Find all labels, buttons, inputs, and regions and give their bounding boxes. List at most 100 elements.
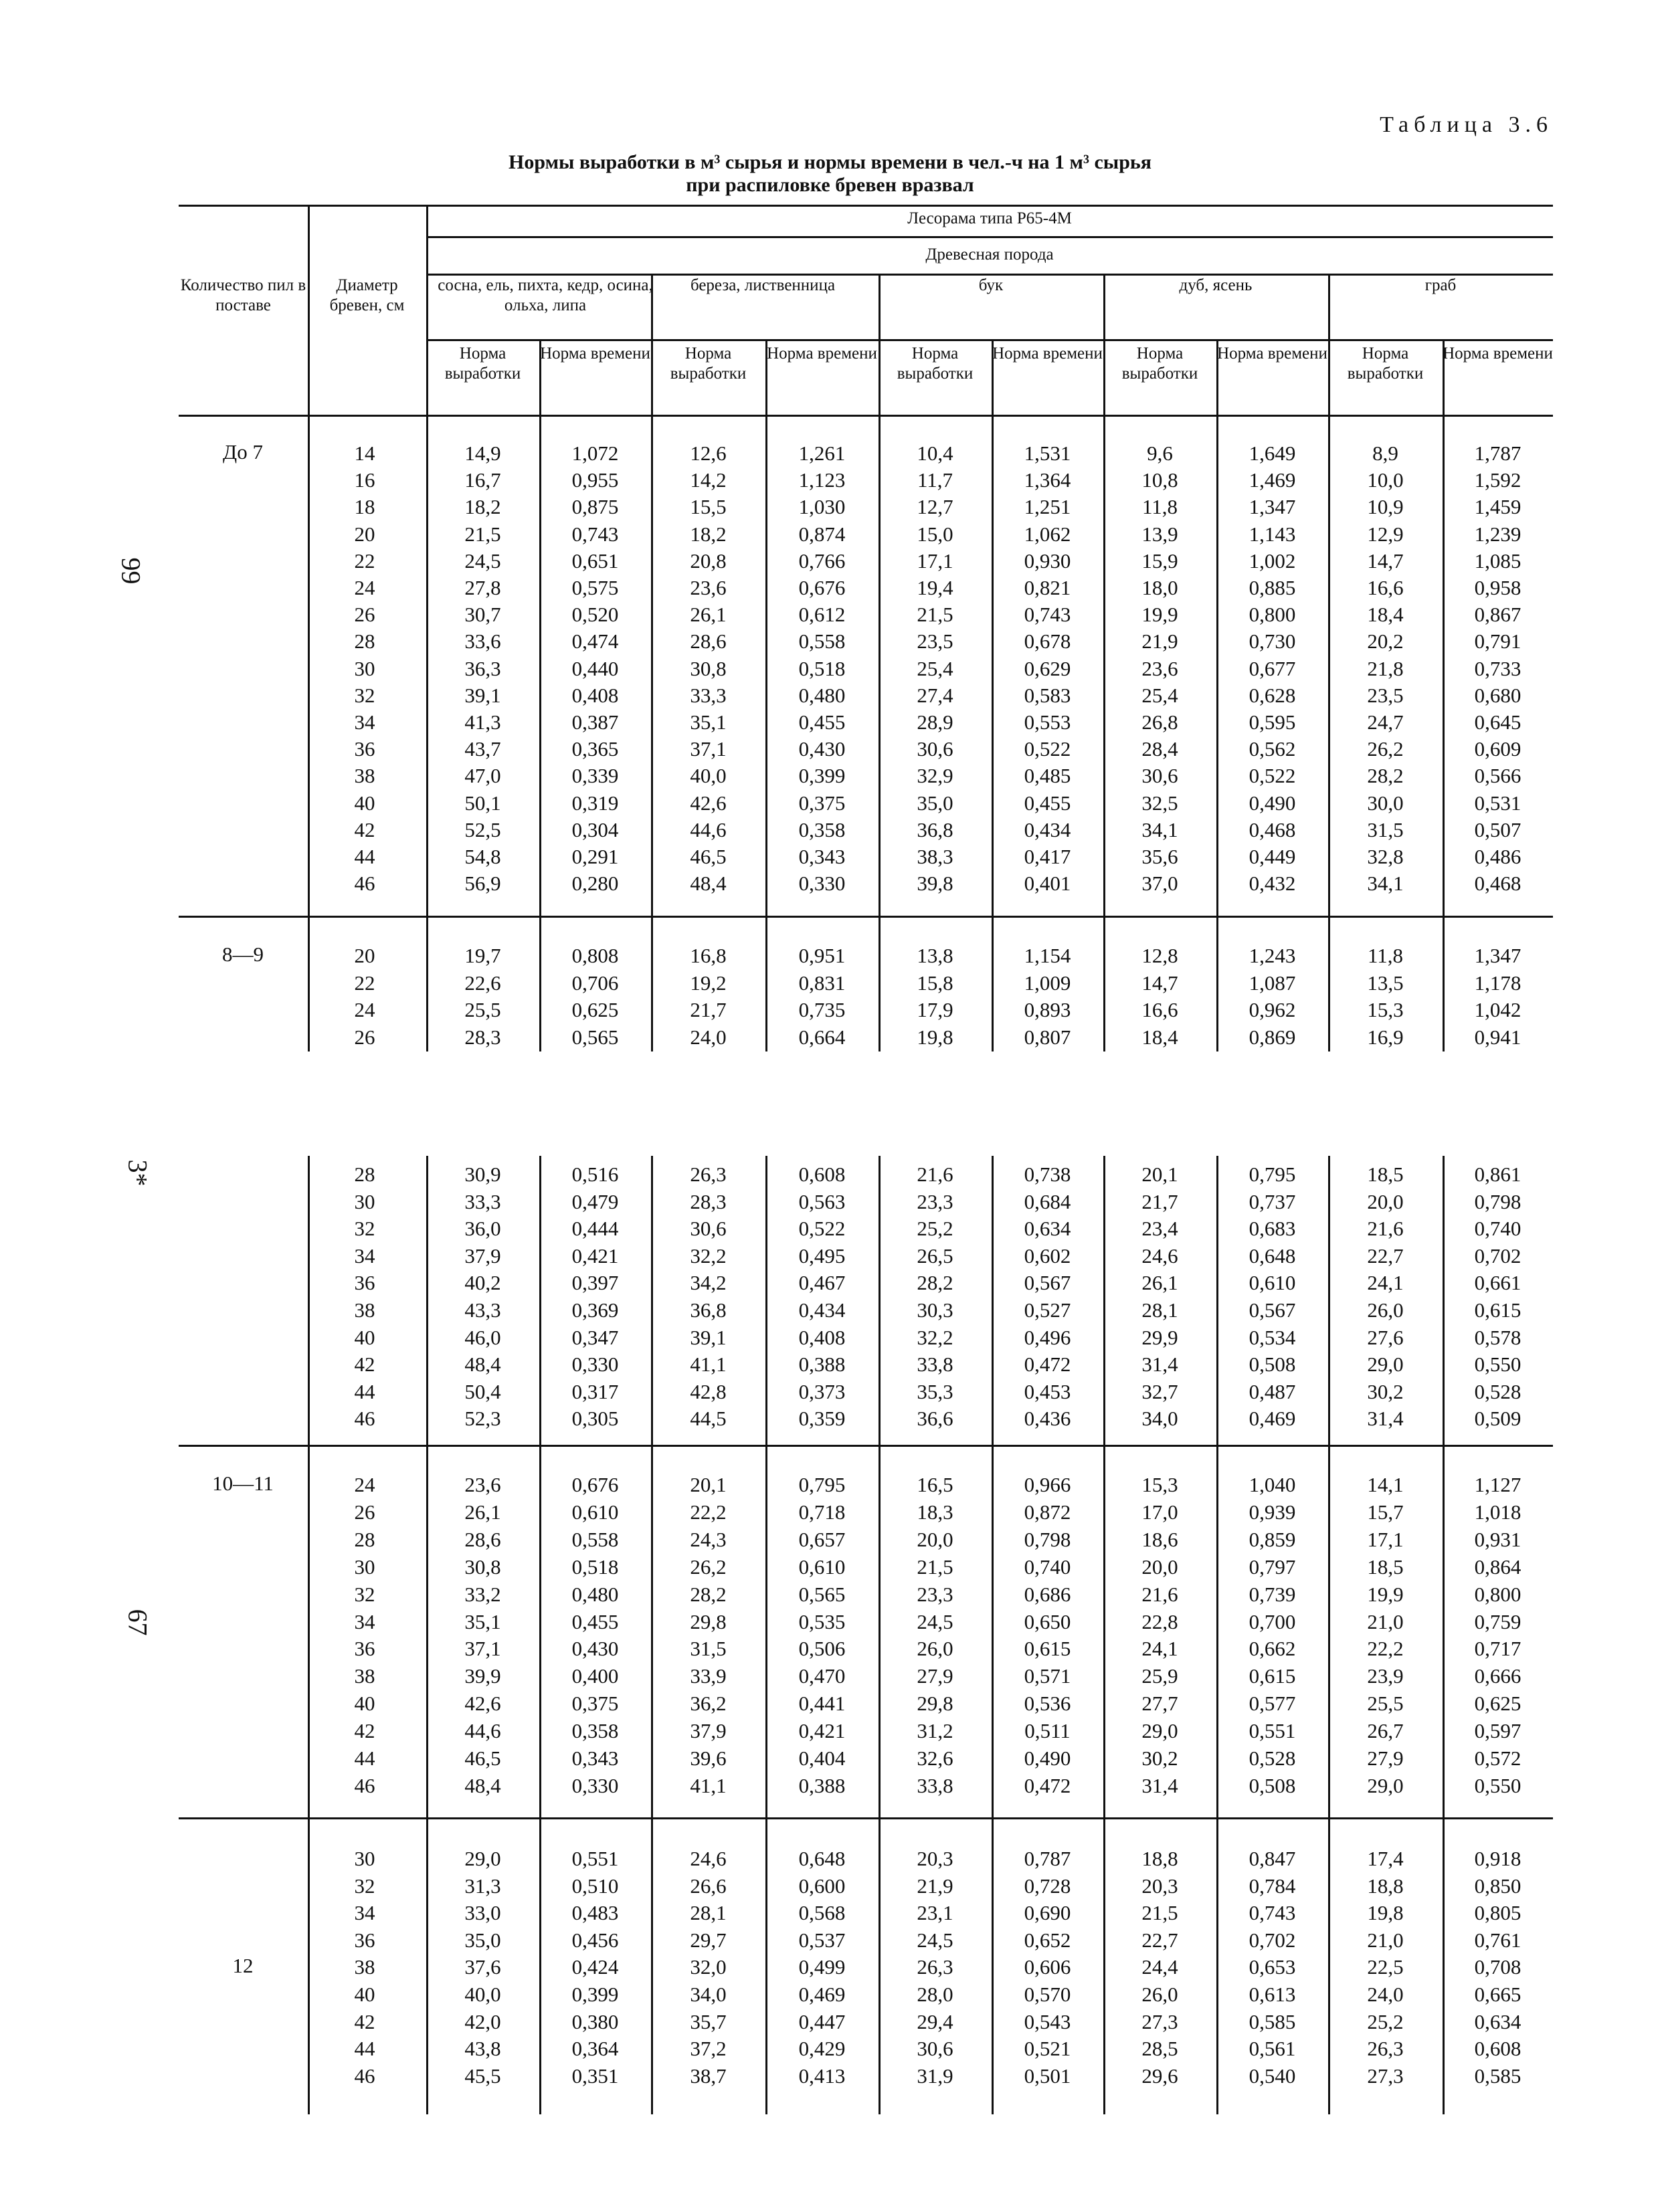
output-norm-cell: 28,2 — [917, 1271, 953, 1295]
output-norm-cell: 11,7 — [917, 468, 953, 492]
output-norm-cell: 33,0 — [464, 1901, 501, 1925]
output-norm-cell: 43,3 — [464, 1298, 501, 1322]
output-norm-cell: 24,5 — [917, 1609, 953, 1633]
output-norm-cell: 25,2 — [1367, 2009, 1404, 2033]
diameter-cell: 44 — [354, 845, 375, 868]
output-norm-cell: 26,3 — [690, 1163, 727, 1186]
time-norm-cell: 0,850 — [1474, 1874, 1521, 1898]
time-norm-cell: 0,508 — [1249, 1352, 1296, 1377]
output-norm-cell: 25,2 — [917, 1217, 953, 1241]
time-norm-cell: 1,002 — [1249, 548, 1296, 573]
table-row: 36 43,7 0,365 37,1 0,430 30,6 0,522 28,4 0,562 26… — [0, 736, 1660, 763]
table-row: 36 35,0 0,456 29,7 0,537 24,5 0,652 22,7 0,702 21… — [0, 1927, 1660, 1954]
output-norm-cell: 42,6 — [464, 1692, 501, 1716]
output-norm-cell: 28,1 — [690, 1901, 727, 1925]
time-norm-cell: 0,680 — [1474, 683, 1521, 707]
diameter-cell: 40 — [354, 1692, 375, 1716]
table-rule — [426, 274, 1553, 276]
diameter-cell: 32 — [354, 1217, 375, 1241]
output-norm-cell: 27,3 — [1141, 2009, 1178, 2033]
output-norm-cell: 24,1 — [1141, 1637, 1178, 1661]
output-norm-cell: 18,8 — [1367, 1874, 1404, 1898]
output-norm-cell: 15,0 — [917, 522, 953, 546]
output-norm-cell: 14,2 — [690, 468, 727, 492]
time-norm-cell: 0,657 — [798, 1527, 846, 1551]
output-norm-cell: 30,7 — [464, 603, 501, 627]
output-norm-cell: 17,1 — [917, 548, 953, 573]
time-norm-cell: 0,467 — [798, 1271, 846, 1295]
time-norm-cell: 0,821 — [1024, 576, 1071, 599]
header-saws: Количество пил в поставе — [180, 276, 306, 314]
time-norm-cell: 0,434 — [798, 1298, 846, 1322]
time-norm-cell: 0,787 — [1024, 1847, 1071, 1870]
diameter-cell: 46 — [354, 1407, 375, 1431]
time-norm-cell: 0,480 — [798, 683, 846, 707]
time-norm-cell: 0,625 — [571, 998, 619, 1021]
table-rule — [179, 415, 1553, 417]
output-norm-cell: 52,3 — [464, 1407, 501, 1431]
time-norm-cell: 0,677 — [1249, 656, 1296, 680]
time-norm-cell: 0,421 — [571, 1243, 619, 1268]
time-norm-cell: 0,291 — [571, 845, 619, 868]
time-norm-cell: 0,706 — [571, 971, 619, 995]
output-norm-cell: 27,4 — [917, 683, 953, 707]
table-row: 40 50,1 0,319 42,6 0,375 35,0 0,455 32,5 0,490 30… — [0, 790, 1660, 817]
time-norm-cell: 0,472 — [1024, 1773, 1071, 1797]
diameter-cell: 24 — [354, 576, 375, 599]
output-norm-cell: 19,9 — [1141, 603, 1178, 627]
table-row: 38 37,6 0,424 32,0 0,499 26,3 0,606 24,4 0,653 22… — [0, 1954, 1660, 1981]
output-norm-cell: 36,8 — [690, 1298, 727, 1322]
output-norm-cell: 18,4 — [1141, 1025, 1178, 1049]
output-norm-cell: 30,8 — [464, 1554, 501, 1579]
output-norm-cell: 28,2 — [1367, 764, 1404, 788]
header-species-beech: бук — [978, 276, 1004, 294]
output-norm-cell: 28,5 — [1141, 2037, 1178, 2061]
output-norm-cell: 25,4 — [1141, 683, 1178, 707]
time-norm-cell: 0,739 — [1249, 1582, 1296, 1606]
output-norm-cell: 13,5 — [1367, 971, 1404, 995]
output-norm-cell: 45,5 — [464, 2064, 501, 2088]
time-norm-cell: 0,534 — [1249, 1325, 1296, 1349]
time-norm-cell: 0,690 — [1024, 1901, 1071, 1925]
time-norm-cell: 0,509 — [1474, 1407, 1521, 1431]
diameter-cell: 34 — [354, 1243, 375, 1268]
saw-count-label: 8—9 — [222, 942, 264, 966]
output-norm-cell: 33,9 — [690, 1664, 727, 1688]
time-norm-cell: 0,874 — [798, 522, 846, 546]
output-norm-cell: 34,0 — [690, 1983, 727, 2006]
time-norm-cell: 0,468 — [1249, 817, 1296, 841]
output-norm-cell: 29,8 — [690, 1609, 727, 1633]
time-norm-cell: 0,543 — [1024, 2009, 1071, 2033]
time-norm-cell: 0,455 — [571, 1609, 619, 1633]
time-norm-cell: 0,528 — [1474, 1379, 1521, 1403]
output-norm-cell: 24,7 — [1367, 710, 1404, 734]
output-norm-cell: 21,5 — [464, 522, 501, 546]
time-norm-cell: 0,653 — [1249, 1955, 1296, 1979]
time-norm-cell: 0,800 — [1474, 1582, 1521, 1606]
output-norm-cell: 48,4 — [464, 1352, 501, 1377]
table-row: 20 19,7 0,808 16,8 0,951 13,8 1,154 12,8 1,243 11… — [0, 942, 1660, 969]
diameter-cell: 46 — [354, 872, 375, 896]
header-species-hornbeam: граб — [1424, 276, 1457, 294]
table-row: 18 18,2 0,875 15,5 1,030 12,7 1,251 11,8 1,347 10… — [0, 494, 1660, 520]
time-norm-cell: 0,558 — [798, 629, 846, 653]
output-norm-cell: 11,8 — [1367, 944, 1404, 967]
output-norm-cell: 36,2 — [690, 1692, 727, 1716]
time-norm-cell: 0,652 — [1024, 1928, 1071, 1952]
output-norm-cell: 39,1 — [690, 1325, 727, 1349]
output-norm-cell: 35,1 — [690, 710, 727, 734]
output-norm-cell: 42,0 — [464, 2009, 501, 2033]
table-row: 38 47,0 0,339 40,0 0,399 32,9 0,485 30,6 0,522 28… — [0, 763, 1660, 789]
output-norm-cell: 21,7 — [1141, 1189, 1178, 1213]
table-row: 44 54,8 0,291 46,5 0,343 38,3 0,417 35,6 0,449 32… — [0, 843, 1660, 870]
time-norm-cell: 0,625 — [1474, 1692, 1521, 1716]
output-norm-cell: 36,8 — [917, 817, 953, 841]
output-norm-cell: 20,1 — [690, 1473, 727, 1496]
time-norm-cell: 1,018 — [1474, 1500, 1521, 1524]
output-norm-cell: 21,0 — [1367, 1609, 1404, 1633]
output-norm-cell: 22,2 — [1367, 1637, 1404, 1661]
output-norm-cell: 28,1 — [1141, 1298, 1178, 1322]
diameter-cell: 42 — [354, 1719, 375, 1743]
time-norm-cell: 0,496 — [1024, 1325, 1071, 1349]
output-norm-cell: 16,8 — [690, 944, 727, 967]
